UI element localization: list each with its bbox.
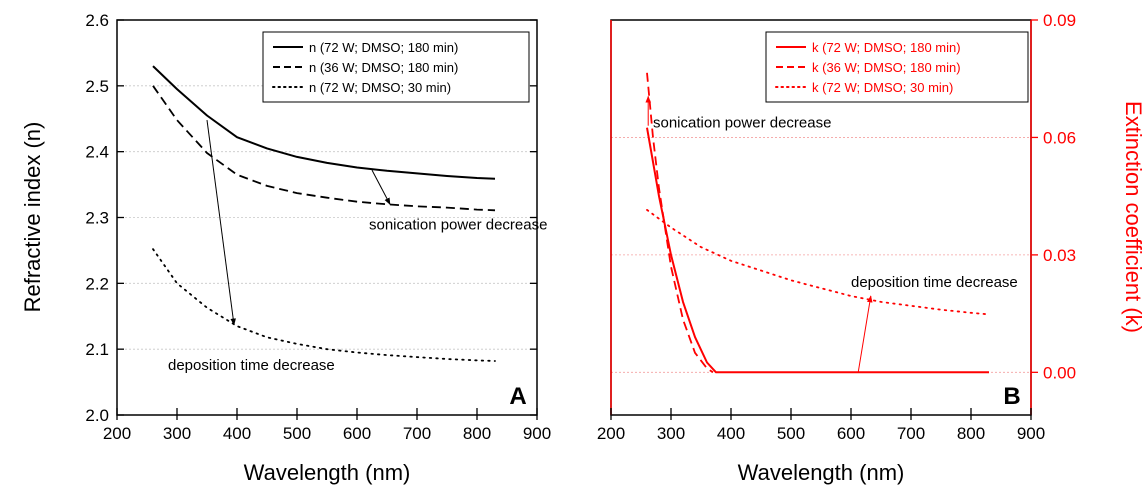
y-axis-title-b: Extinction coefficient (k)	[1121, 101, 1145, 333]
legend-label: n (36 W; DMSO; 180 min)	[309, 60, 458, 75]
x-tick-label: 500	[777, 424, 805, 443]
series-line-dashed	[152, 85, 496, 212]
y-tick-label: 2.2	[85, 274, 109, 293]
series-line-dotted	[152, 248, 496, 362]
y-tick-label: 0.09	[1043, 11, 1076, 30]
x-tick-label: 900	[523, 424, 551, 443]
series-line-solid	[646, 127, 989, 374]
ticks-a: 2.0 2.1 2.2 2.3 2.4 2.5 2.6 200 300 400 500 600 700 8…	[85, 11, 551, 443]
x-tick-label: 600	[343, 424, 371, 443]
legend-label: k (36 W; DMSO; 180 min)	[812, 60, 961, 75]
x-tick-label: 300	[657, 424, 685, 443]
annotation-arrow	[206, 120, 236, 326]
y-axis-title-a: Refractive index (n)	[20, 122, 45, 313]
legend-label: n (72 W; DMSO; 30 min)	[309, 80, 451, 95]
panel-label-a: A	[509, 383, 526, 410]
panel-label-b: B	[1003, 383, 1020, 410]
annotations-a: sonication power decrease deposition time…	[168, 120, 547, 374]
annotation-arrow	[857, 295, 873, 373]
x-tick-label: 400	[717, 424, 745, 443]
annotation-text: sonication power decrease	[369, 216, 547, 233]
legend-box	[765, 31, 1029, 103]
legend-box	[262, 31, 530, 103]
x-tick-label: 400	[223, 424, 251, 443]
x-axis-title-b: Wavelength (nm)	[738, 460, 905, 485]
y-tick-label: 2.1	[85, 340, 109, 359]
y-tick-label: 0.06	[1043, 128, 1076, 147]
y-tick-label: 2.4	[85, 143, 109, 162]
series-line-dashed	[646, 72, 714, 374]
legend-label: n (72 W; DMSO; 180 min)	[309, 40, 458, 55]
x-tick-label: 900	[1017, 424, 1045, 443]
y-tick-label: 2.6	[85, 11, 109, 30]
y-tick-label: 0.00	[1043, 363, 1076, 382]
series-line-solid	[152, 65, 496, 180]
series-group-a	[152, 65, 496, 362]
annotation-arrow	[371, 169, 391, 205]
legend-b: k (72 W; DMSO; 180 min) k (36 W; DMSO; 18…	[765, 31, 1029, 103]
y-tick-label: 2.3	[85, 209, 109, 228]
x-tick-label: 300	[163, 424, 191, 443]
y-tick-label: 2.5	[85, 77, 109, 96]
annotation-text: sonication power decrease	[653, 115, 831, 132]
panel-a: 2.0 2.1 2.2 2.3 2.4 2.5 2.6 200 300 400 500 600 700 8…	[20, 11, 551, 485]
x-tick-label: 600	[837, 424, 865, 443]
x-tick-label: 700	[897, 424, 925, 443]
panel-b: 0.00 0.03 0.06 0.09 200 300 400 500 600 700 800 900…	[597, 11, 1145, 485]
x-tick-label: 500	[283, 424, 311, 443]
annotations-b: sonication power decrease deposition time…	[645, 95, 1018, 373]
x-tick-label: 800	[957, 424, 985, 443]
legend-label: k (72 W; DMSO; 30 min)	[812, 80, 953, 95]
legend-a: n (72 W; DMSO; 180 min) n (36 W; DMSO; 18…	[262, 31, 530, 103]
x-tick-label: 800	[463, 424, 491, 443]
legend-label: k (72 W; DMSO; 180 min)	[812, 40, 961, 55]
ticks-b: 0.00 0.03 0.06 0.09 200 300 400 500 600 700 800 900	[597, 11, 1076, 443]
annotation-text: deposition time decrease	[168, 357, 335, 374]
y-tick-label: 0.03	[1043, 246, 1076, 265]
x-tick-label: 200	[103, 424, 131, 443]
y-tick-label: 2.0	[85, 406, 109, 425]
series-group-b	[646, 72, 990, 374]
x-axis-title-a: Wavelength (nm)	[244, 460, 411, 485]
x-tick-label: 200	[597, 424, 625, 443]
x-tick-label: 700	[403, 424, 431, 443]
series-line-dotted	[646, 209, 990, 316]
annotation-text: deposition time decrease	[851, 274, 1018, 291]
grid-b	[611, 137, 1031, 373]
